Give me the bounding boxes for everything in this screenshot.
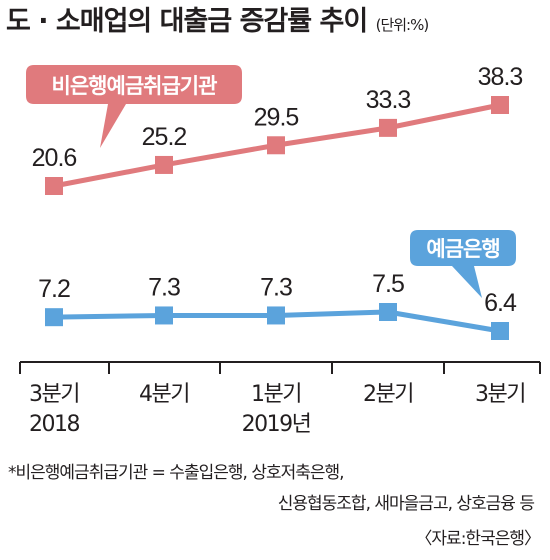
- data-point-s2-2: [155, 306, 173, 325]
- source-note: 〈자료:한국은행〉: [415, 529, 541, 549]
- value-label-s2-3: 7.3: [260, 273, 292, 301]
- data-point-s2-1: [45, 308, 63, 327]
- value-label-s2-1: 7.2: [38, 275, 70, 303]
- data-point-s1-4: [379, 118, 397, 137]
- data-point-s2-4: [379, 303, 397, 321]
- footnote-line-1: *비은행예금취급기관 = 수출입은행, 상호저축은행,: [8, 463, 345, 483]
- value-label-s1-3: 29.5: [254, 103, 299, 131]
- x-tick-label-4: 2분기: [363, 382, 413, 407]
- data-point-s1-5: [491, 96, 509, 114]
- x-tick-label-3-year: 2019년: [242, 412, 311, 437]
- chart-title: 도 · 소매업의 대출금 증감률 추이 (단위:%): [6, 2, 430, 42]
- series-callout-2: 예금은행: [410, 230, 516, 298]
- footnote-line-2: 신용협동조합, 새마을금고, 상호금융 등: [277, 494, 535, 514]
- value-label-s1-5: 38.3: [478, 63, 523, 91]
- data-point-s1-1: [45, 177, 63, 195]
- value-label-s1-2: 25.2: [142, 123, 187, 151]
- callout-label-1: 비은행예금취급기관: [52, 74, 218, 98]
- value-label-s1-1: 20.6: [32, 144, 77, 172]
- title-text: 도 · 소매업의 대출금 증감률 추이: [6, 6, 368, 37]
- line-chart: 20.6 25.2 29.5 33.3 38.3 7.2 7.3 7.3 7.5 6.4 비은행예…: [19, 63, 541, 437]
- data-point-s2-5: [491, 322, 509, 340]
- value-label-s1-4: 33.3: [366, 86, 411, 114]
- data-point-s1-3: [267, 136, 285, 155]
- callout-box-1: [26, 65, 242, 148]
- unit-label: (단위:%): [375, 16, 430, 34]
- callout-label-2: 예금은행: [426, 237, 499, 261]
- x-tick-label-3: 1분기: [251, 382, 301, 407]
- x-tick-label-1-year: 2018: [29, 412, 79, 437]
- callout-box-2: [410, 230, 516, 298]
- x-tick-label-5: 3분기: [475, 382, 525, 407]
- data-point-s1-2: [155, 155, 173, 174]
- x-tick-label-2: 4분기: [139, 382, 189, 407]
- data-point-s2-3: [267, 306, 285, 325]
- series-callout-1: 비은행예금취급기관: [26, 65, 242, 148]
- value-label-s2-4: 7.5: [372, 270, 404, 298]
- value-label-s2-5: 6.4: [484, 289, 517, 317]
- value-label-s2-2: 7.3: [148, 273, 180, 301]
- x-tick-label-1: 3분기: [29, 382, 79, 407]
